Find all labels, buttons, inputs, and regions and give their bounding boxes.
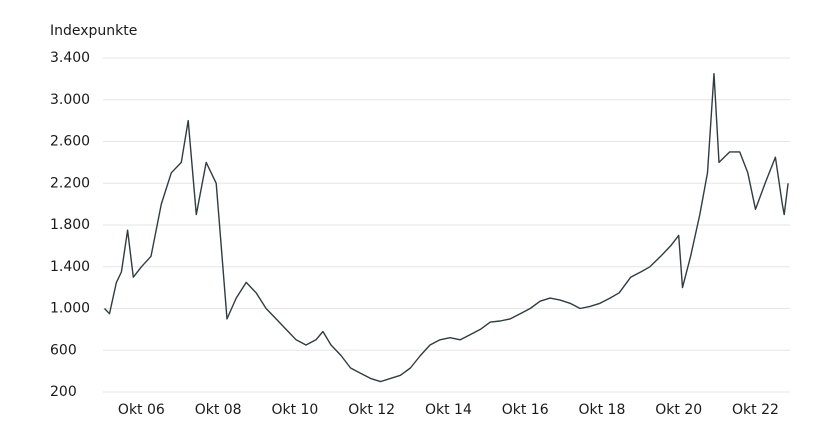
y-tick-label: 3.400 [50,50,90,66]
x-tick-label: Okt 08 [195,402,242,418]
x-tick-label: Okt 14 [425,402,472,418]
y-tick-label: 3.000 [50,92,90,108]
x-tick-label: Okt 10 [271,402,318,418]
x-tick-label: Okt 22 [732,402,779,418]
data-line [103,73,789,383]
x-tick-label: Okt 18 [578,402,625,418]
y-tick-label: 2.600 [50,134,90,150]
x-tick-label: Okt 06 [118,402,165,418]
y-tick-label: 1.400 [50,259,90,275]
x-tick-label: Okt 16 [502,402,549,418]
y-tick-label: 2.200 [50,175,90,191]
y-tick-label: 1.800 [50,217,90,233]
x-tick-label: Okt 12 [348,402,395,418]
x-tick-label: Okt 20 [655,402,702,418]
y-tick-label: 200 [50,384,77,400]
y-axis-label: Indexpunkte [50,23,137,39]
y-tick-label: 600 [50,342,77,358]
y-tick-label: 1.000 [50,301,90,317]
